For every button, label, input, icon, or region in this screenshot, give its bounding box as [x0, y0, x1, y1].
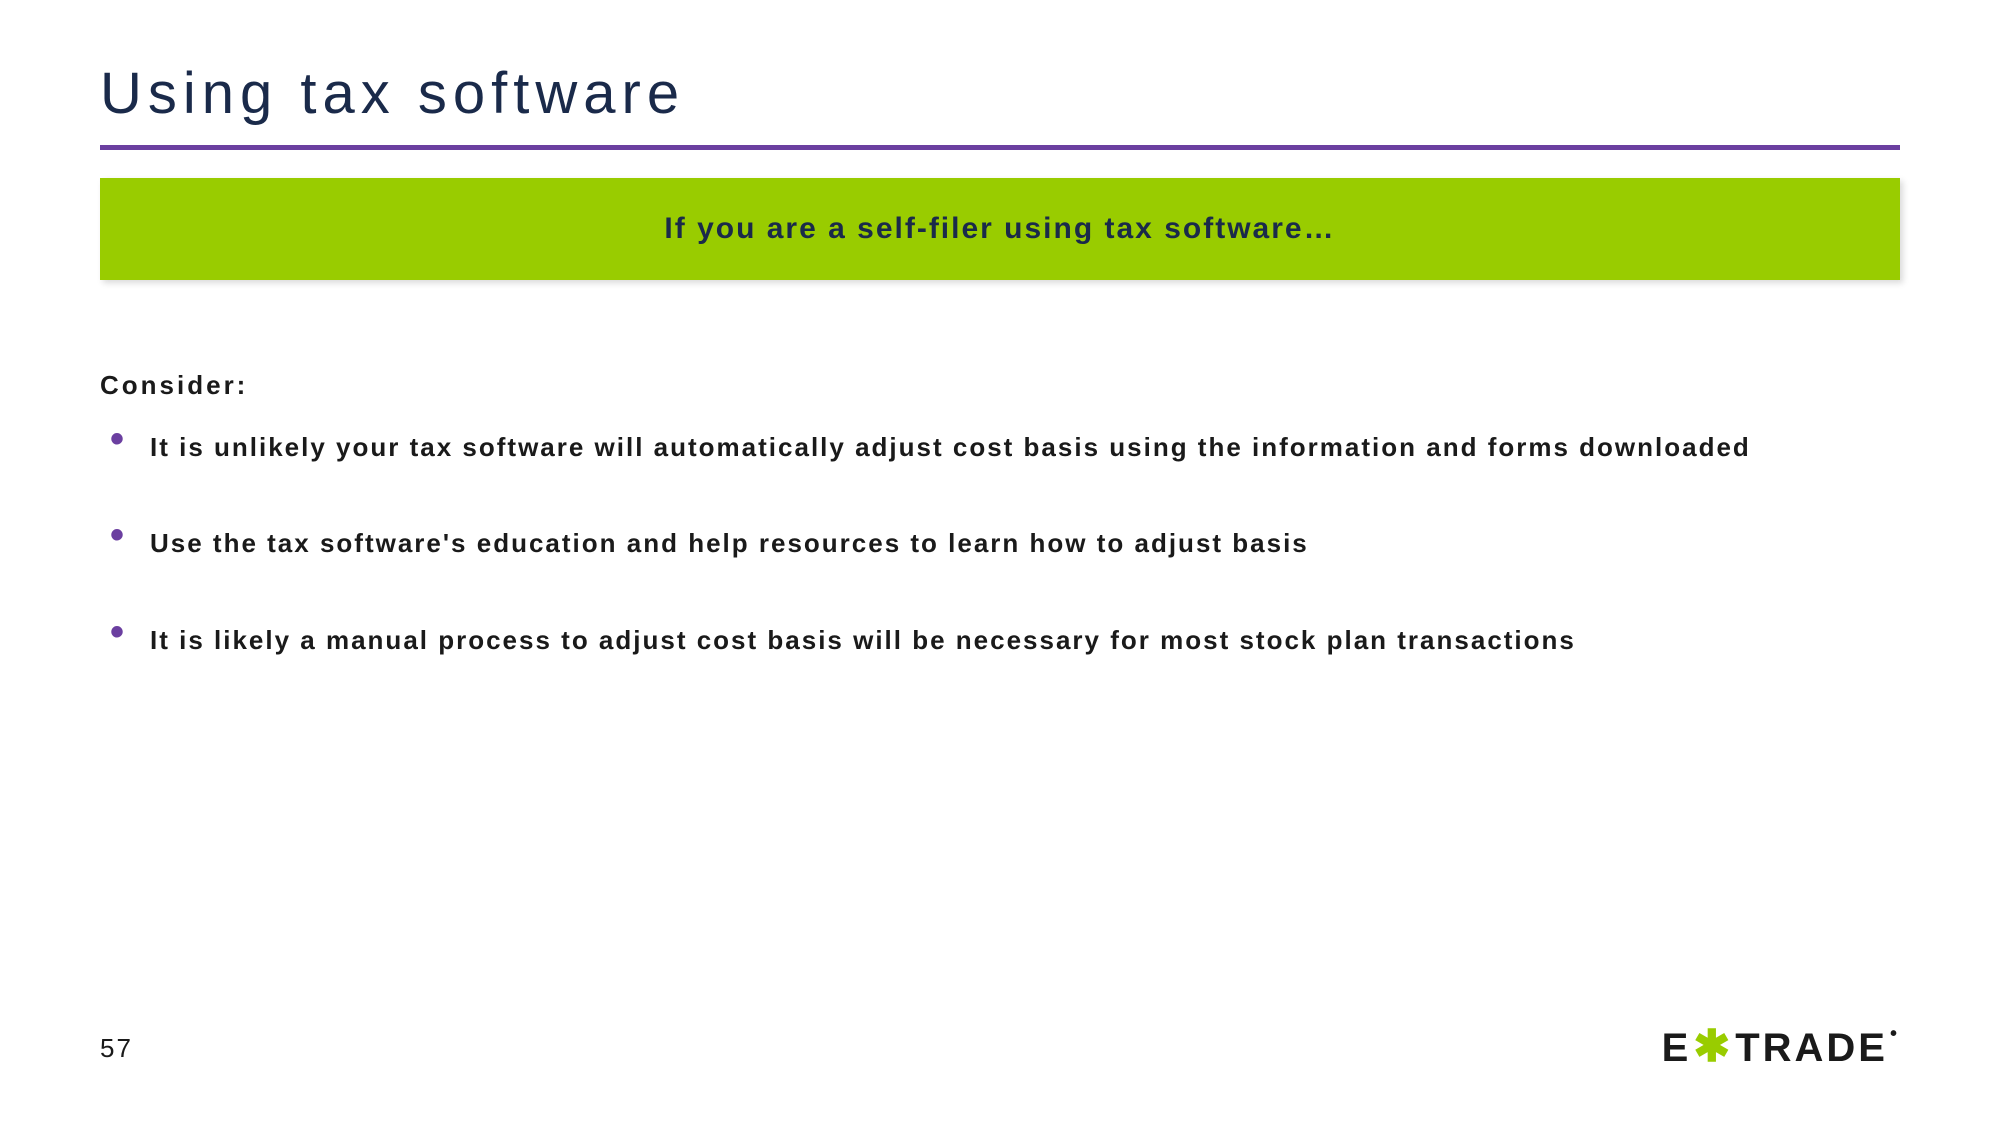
slide: Using tax software If you are a self-fil…: [0, 0, 2000, 1124]
page-number: 57: [100, 1033, 133, 1064]
title-rule: [100, 145, 1900, 150]
logo-right: TRADE: [1735, 1026, 1888, 1071]
consider-heading: Consider:: [100, 370, 1900, 401]
logo-left: E: [1662, 1026, 1692, 1071]
bullet-list: It is unlikely your tax software will au…: [100, 429, 1900, 658]
etrade-logo: E ✱ TRADE •: [1662, 1023, 1900, 1074]
bullet-item: Use the tax software's education and hel…: [100, 525, 1900, 561]
slide-title: Using tax software: [100, 60, 1900, 127]
callout-banner: If you are a self-filer using tax softwa…: [100, 178, 1900, 280]
bullet-item: It is likely a manual process to adjust …: [100, 622, 1900, 658]
bullet-item: It is unlikely your tax software will au…: [100, 429, 1900, 465]
logo-dot: •: [1890, 1023, 1900, 1046]
logo-star-icon: ✱: [1693, 1021, 1733, 1072]
